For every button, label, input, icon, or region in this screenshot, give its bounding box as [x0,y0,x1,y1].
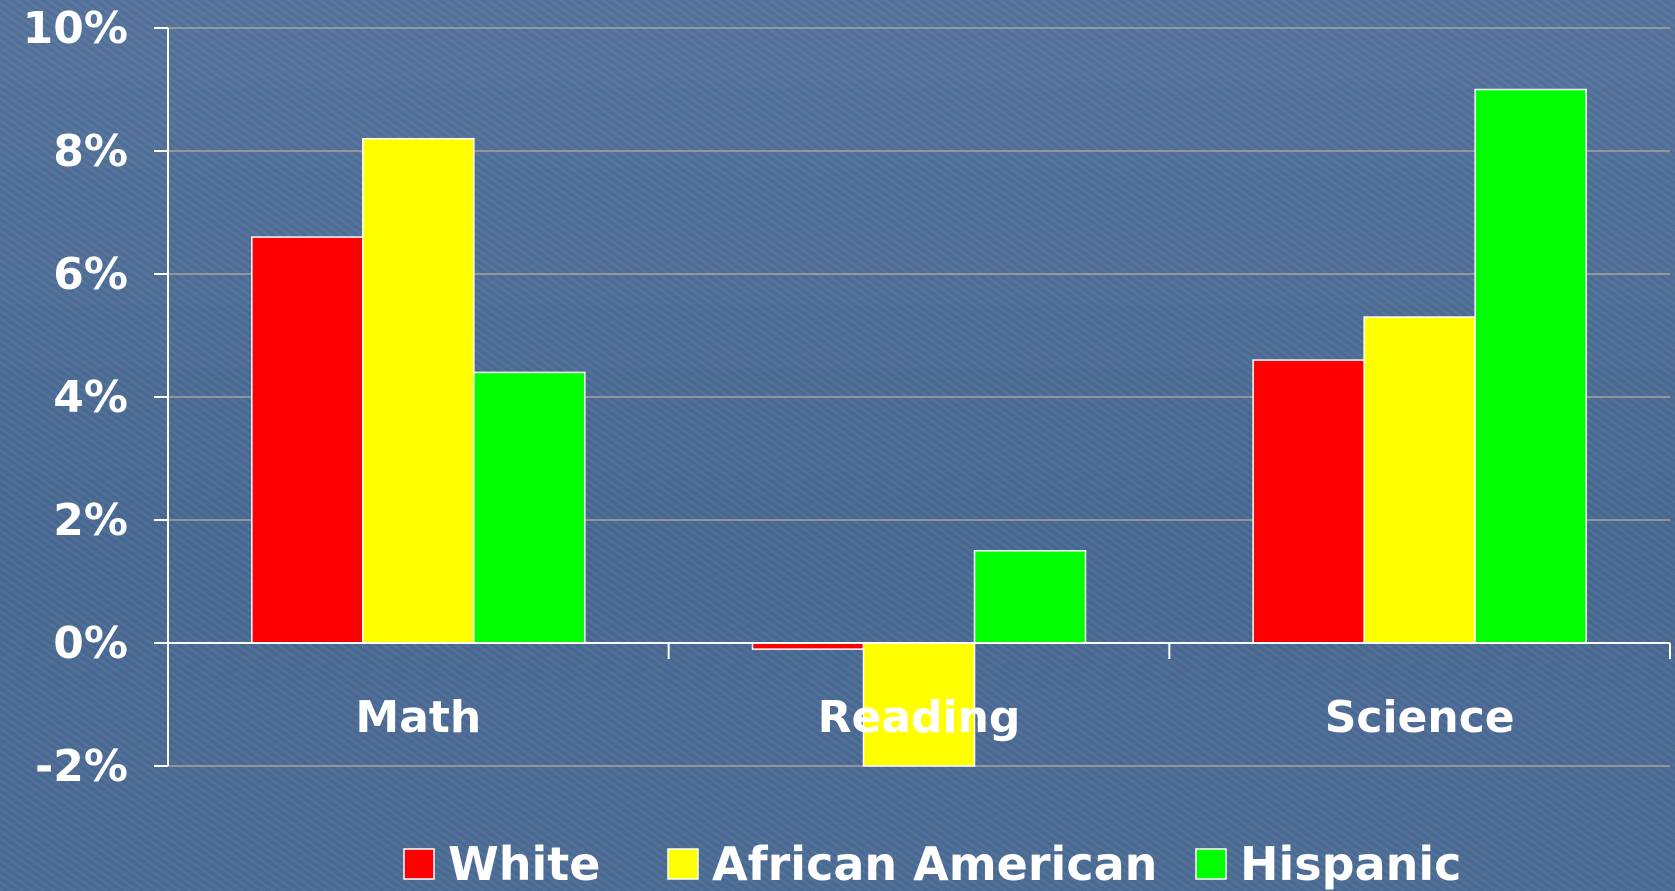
legend-label: Hispanic [1240,837,1461,891]
legend-label: White [448,837,600,891]
y-tick-label: 8% [53,126,128,177]
y-tick-label: 6% [53,249,128,300]
category-labels: Math Reading Science [355,692,1514,743]
legend-label: African American [712,837,1157,891]
bar-math-african-american [362,137,475,644]
bar-reading-hispanic [973,550,1087,644]
bar-math-hispanic [473,371,586,644]
y-tick-label: 2% [53,495,128,546]
legend-swatch-african-american [667,848,699,880]
bars [251,88,1587,767]
bar-math-white [251,236,364,644]
category-label: Math [355,692,481,743]
bar-science-white [1252,359,1365,644]
bar-science-hispanic [1474,88,1587,644]
y-tick-label: 0% [53,618,128,669]
bar-science-african-american [1363,316,1476,644]
axes [154,27,1671,767]
y-tick-labels: 10% 8% 6% 4% 2% 0% -2% [23,3,128,792]
legend-swatch-hispanic [1195,848,1227,880]
y-tick-label: -2% [35,741,128,792]
legend: White African American Hispanic [403,837,1461,891]
category-label: Reading [818,692,1021,743]
y-tick-label: 10% [23,3,128,54]
bar-reading-african-american [862,642,976,767]
legend-swatch-white [403,848,435,880]
category-label: Science [1325,692,1515,743]
y-tick-label: 4% [53,372,128,423]
